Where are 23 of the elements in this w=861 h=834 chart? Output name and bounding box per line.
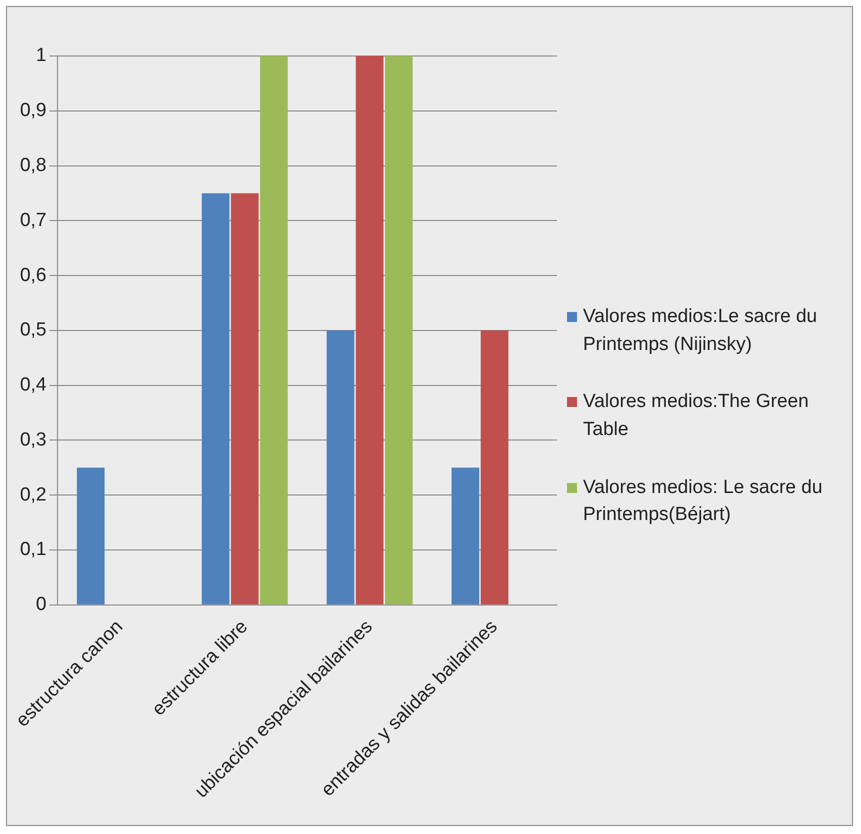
- bar: [480, 330, 508, 604]
- y-tick-label: 0,4: [20, 374, 47, 396]
- bar: [260, 56, 288, 604]
- bar: [384, 56, 413, 604]
- bar: [230, 193, 259, 604]
- y-tick-label: 0,2: [20, 484, 46, 506]
- bar: [356, 56, 384, 604]
- y-tick-label: 0,5: [20, 320, 46, 341]
- y-tick-label: 0,1: [20, 539, 46, 560]
- bar: [76, 468, 105, 604]
- bar: [452, 468, 480, 604]
- y-tick-label: 0,7: [20, 210, 46, 231]
- y-tick-label: 0: [36, 594, 46, 616]
- y-tick-label: 0,9: [20, 100, 46, 122]
- bar: [326, 330, 354, 604]
- legend-label: Valores medios: Le sacre du Printemps(Béjart): [583, 476, 824, 528]
- y-tick-label: 0,8: [20, 155, 46, 176]
- legend-label: Valores medios:Le sacre du Printemps (Nijinsky): [583, 305, 818, 357]
- y-tick-label: 0,3: [20, 429, 46, 450]
- y-tick-label: 0,6: [20, 264, 46, 286]
- bar: [202, 193, 230, 604]
- y-tick-label: 1: [36, 45, 46, 66]
- legend-label: Valores medios:The Green Table: [583, 390, 810, 442]
